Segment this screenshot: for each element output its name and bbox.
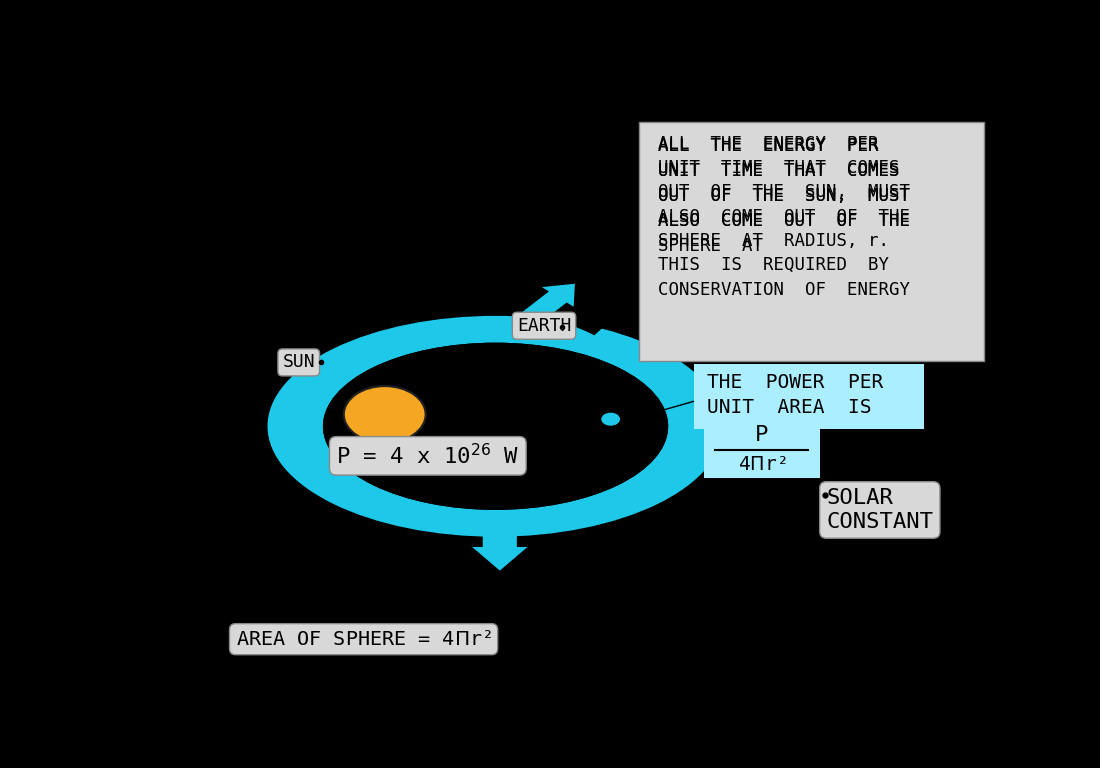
Text: THE  POWER  PER
UNIT  AREA  IS: THE POWER PER UNIT AREA IS xyxy=(707,373,883,417)
FancyBboxPatch shape xyxy=(694,364,924,429)
FancyArrow shape xyxy=(472,532,528,571)
FancyBboxPatch shape xyxy=(639,121,984,361)
Text: SOLAR
CONSTANT: SOLAR CONSTANT xyxy=(826,488,933,531)
Text: EARTH: EARTH xyxy=(517,316,571,335)
Text: P = 4 x 10$^{26}$ W: P = 4 x 10$^{26}$ W xyxy=(337,443,519,468)
Text: 4$\Pi$r²: 4$\Pi$r² xyxy=(738,455,786,474)
Text: SUN: SUN xyxy=(283,353,315,372)
Text: P: P xyxy=(756,425,769,445)
Circle shape xyxy=(602,412,620,425)
Ellipse shape xyxy=(331,347,660,506)
FancyBboxPatch shape xyxy=(704,422,820,478)
Ellipse shape xyxy=(323,343,668,510)
Text: ALL  THE  ENERGY  PER
UNIT  TIME  THAT  COMES
OUT  OF  THE  SUN,  MUST
ALSO  COM: ALL THE ENERGY PER UNIT TIME THAT COMES … xyxy=(658,134,910,299)
Wedge shape xyxy=(442,262,638,336)
Circle shape xyxy=(344,386,426,443)
Ellipse shape xyxy=(267,316,724,537)
Text: AREA OF SPHERE = 4$\Pi$r²: AREA OF SPHERE = 4$\Pi$r² xyxy=(235,630,492,649)
Text: ALL  THE  ENERGY  PER
UNIT  TIME  THAT  COMES
OUT  OF  THE  SUN,  MUST
ALSO  COM: ALL THE ENERGY PER UNIT TIME THAT COMES … xyxy=(658,137,910,230)
Text: ALL  THE  ENERGY  PER
UNIT  TIME  THAT  COMES
OUT  OF  THE  SUN,  MUST
ALSO  COM: ALL THE ENERGY PER UNIT TIME THAT COMES … xyxy=(658,137,910,254)
Ellipse shape xyxy=(323,343,668,510)
FancyArrow shape xyxy=(509,283,575,333)
